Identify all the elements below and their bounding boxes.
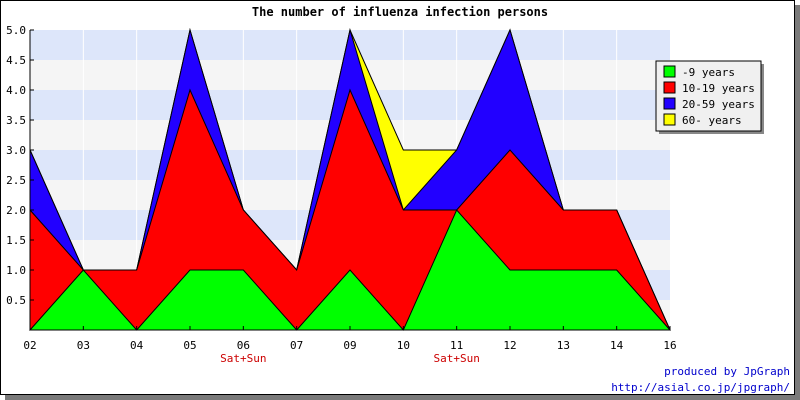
x-tick-label: 12 (503, 339, 516, 352)
legend-label: 20-59 years (682, 98, 755, 111)
tick-labels: 0.5 1.0 1.5 2.0 2.5 3.0 3.5 4.0 4.5 5.0 02 03 04 05 06… (6, 24, 677, 365)
legend-swatch (663, 65, 676, 78)
x-tick-label: 13 (557, 339, 570, 352)
legend-swatch (663, 113, 676, 126)
legend-label: 60- years (682, 114, 742, 127)
y-tick-label: 0.5 (6, 294, 26, 307)
weekend-label: Sat+Sun (433, 352, 479, 365)
x-tick-label: 14 (610, 339, 624, 352)
area-series-9-years (28, 209, 672, 331)
x-tick-label: 02 (23, 339, 36, 352)
legend-swatch (663, 97, 676, 110)
legend-swatch (663, 81, 676, 94)
x-tick-label: 09 (343, 339, 356, 352)
x-tick-label: 16 (663, 339, 676, 352)
legend-label: 10-19 years (682, 82, 755, 95)
y-tick-label: 2.0 (6, 204, 26, 217)
y-tick-label: 4.5 (6, 54, 26, 67)
stacked-areas (28, 28, 672, 331)
y-tick-label: 3.0 (6, 144, 26, 157)
y-tick-label: 5.0 (6, 24, 26, 37)
x-tick-label: 05 (183, 339, 196, 352)
legend: -9 years 10-19 years 20-59 years 60- years (655, 60, 764, 134)
y-tick-label: 3.5 (6, 114, 26, 127)
x-tick-label: 03 (77, 339, 90, 352)
chart-title: The number of influenza infection person… (252, 5, 548, 19)
axes (29, 29, 671, 331)
credit-line-2[interactable]: http://asial.co.jp/jpgraph/ (611, 381, 790, 394)
y-tick-label: 1.5 (6, 234, 26, 247)
y-tick-label: 2.5 (6, 174, 26, 187)
x-tick-label: 10 (397, 339, 410, 352)
y-tick-label: 4.0 (6, 84, 26, 97)
x-tick-label: 11 (450, 339, 463, 352)
legend-label: -9 years (682, 66, 735, 79)
x-tick-label: 04 (130, 339, 144, 352)
x-tick-label: 07 (290, 339, 303, 352)
x-tick-label: 06 (237, 339, 250, 352)
weekend-label: Sat+Sun (220, 352, 266, 365)
y-tick-label: 1.0 (6, 264, 26, 277)
credit-line-1: produced by JpGraph (664, 365, 790, 378)
